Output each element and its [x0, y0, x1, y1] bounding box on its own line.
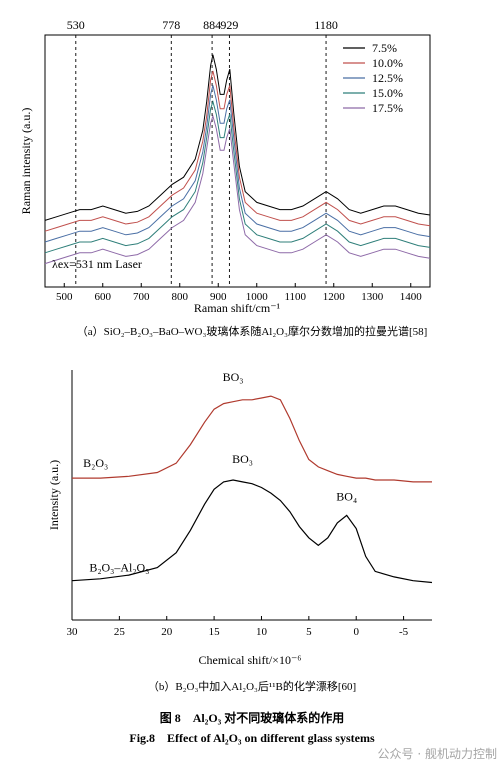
panel-a-peak-lines: 530 778 884 929 1180 [67, 18, 338, 287]
panel-b-caption: （b）B₂O₃中加入Al₂O₃后¹¹B的化学漂移[60] [148, 679, 356, 693]
x-tick-label-5: 5 [306, 626, 312, 638]
annotation-5: B₂O₃–Al₂O₃ [89, 560, 149, 574]
panel-b-series [71, 395, 433, 584]
x-tick-label-1200: 1200 [323, 291, 346, 303]
panel-a-x-axis-label: Raman shift/cm⁻¹ [194, 301, 281, 315]
panel-a-series [44, 54, 431, 265]
x-tick-label-1400: 1400 [400, 291, 423, 303]
panel-b-nmr-chart: 30 25 20 15 10 5 0 -5 BO₃ BO₃ BO₄ B₂O₃ B₂O₃–Al₂O₃ C… [47, 370, 433, 693]
legend-label-1: 7.5% [372, 41, 397, 55]
x-tick-label-700: 700 [133, 291, 150, 303]
series-line-4 [44, 99, 431, 254]
series-line-5 [44, 114, 431, 265]
figure-title-cn: 图 8 Al₂O₃ 对不同玻璃体系的作用 [160, 710, 345, 725]
series-line-2 [71, 479, 433, 584]
panel-a-caption: （a）SiO₂–B₂O₃–BaO–WO₃玻璃体系随Al₂O₃摩尔分数增加的拉曼光… [77, 324, 428, 338]
series-line-1 [44, 54, 431, 221]
annotation-3: BO₄ [336, 490, 357, 504]
peak-label-884: 884 [203, 18, 221, 32]
series-line-3 [44, 85, 431, 243]
x-tick-label-1000: 1000 [246, 291, 269, 303]
x-tick-label-500: 500 [56, 291, 73, 303]
panel-a-plot-frame [44, 34, 431, 288]
watermark: 公众号 · 舰机动力控制 [377, 747, 497, 761]
series-line-1 [72, 395, 432, 483]
legend-label-3: 12.5% [372, 71, 403, 85]
series-line-2 [44, 70, 431, 232]
annotation-1: BO₃ [223, 370, 244, 384]
x-tick-label-1100: 1100 [284, 291, 306, 303]
panel-a-x-ticks: 500 600 700 800 900 1000 1100 1200 1300 1400 [56, 283, 422, 303]
x-tick-label-20: 20 [161, 626, 173, 638]
annotation-4: B₂O₃ [83, 456, 108, 470]
panel-b-y-axis-label: Intensity (a.u.) [47, 460, 61, 530]
panel-b-x-axis-label: Chemical shift/×10⁻⁶ [199, 653, 302, 667]
x-tick-label-10: 10 [256, 626, 268, 638]
panel-a-laser-annotation: λex=531 nm Laser [52, 257, 142, 271]
legend-label-4: 15.0% [372, 86, 403, 100]
x-tick-label-0: 0 [353, 626, 359, 638]
x-tick-label-30: 30 [67, 626, 79, 638]
panel-b-annotations: BO₃ BO₃ BO₄ B₂O₃ B₂O₃–Al₂O₃ [83, 370, 357, 574]
x-tick-label-25: 25 [114, 626, 126, 638]
peak-label-778: 778 [162, 18, 180, 32]
x-tick-label-800: 800 [172, 291, 189, 303]
peak-label-530: 530 [67, 18, 85, 32]
legend-label-2: 10.0% [372, 56, 403, 70]
peak-label-929: 929 [220, 18, 238, 32]
panel-a-y-axis-label: Raman intensity (a.u.) [19, 108, 33, 215]
panel-b-x-ticks: 30 25 20 15 10 5 0 -5 [67, 616, 409, 638]
figure-title-en: Fig.8 Effect of Al₂O₃ on different glass… [129, 731, 375, 745]
annotation-2: BO₃ [232, 452, 253, 466]
panel-a-legend: 7.5%10.0%12.5%15.0%17.5% [343, 41, 403, 115]
x-tick-label-15: 15 [209, 626, 221, 638]
x-tick-label-600: 600 [95, 291, 112, 303]
x-tick-label-900: 900 [210, 291, 227, 303]
legend-label-5: 17.5% [372, 101, 403, 115]
peak-label-1180: 1180 [314, 18, 338, 32]
x-tick-label--5: -5 [399, 626, 409, 638]
panel-a-raman-chart: 530 778 884 929 1180 500 600 700 800 900 1000 1100… [19, 18, 431, 338]
x-tick-label-1300: 1300 [361, 291, 384, 303]
